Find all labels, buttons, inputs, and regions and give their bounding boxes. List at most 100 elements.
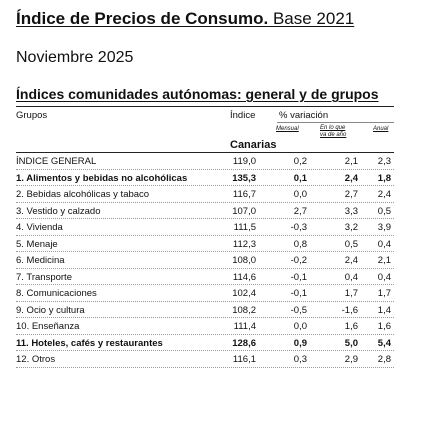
row-divider (16, 185, 394, 186)
table-row: 12. Otros 116,1 0,3 2,9 2,8 (16, 352, 394, 369)
row-monthly-change: 0,1 (293, 172, 307, 184)
row-annual-change: 2,4 (377, 189, 391, 200)
row-monthly-change: 0,0 (293, 189, 307, 200)
row-ytd-change: 2,9 (344, 354, 358, 365)
page-title-main: Índice de Precios de Consumo. (16, 9, 269, 28)
row-ytd-change: 2,4 (344, 172, 358, 184)
table-row: 4. Vivienda 111,5 -0,3 3,2 3,9 (16, 220, 394, 237)
header-rule-top (16, 106, 394, 107)
row-group-name: 8. Comunicaciones (16, 288, 97, 299)
row-index-value: 135,3 (232, 172, 256, 184)
row-index-value: 108,2 (232, 304, 256, 316)
row-group-name: 1. Alimentos y bebidas no alcohólicas (16, 172, 188, 184)
row-monthly-change: 0,2 (293, 156, 307, 167)
column-header-annual: Anual (373, 126, 389, 132)
row-annual-change: 0,4 (377, 271, 391, 283)
row-group-name: 4. Vivienda (16, 222, 63, 233)
row-group-name: 12. Otros (16, 354, 56, 365)
row-annual-change: 5,4 (377, 337, 391, 349)
row-annual-change: 3,9 (377, 222, 391, 233)
section-title: Índices comunidades autónomas: general y… (16, 86, 379, 102)
row-annual-change: 2,8 (377, 354, 391, 365)
row-divider (16, 201, 394, 203)
row-divider (16, 168, 394, 170)
row-index-value: 108,0 (232, 255, 256, 266)
row-ytd-change: 2,1 (344, 156, 358, 167)
row-group-name: 10. Enseñanza (16, 321, 80, 332)
row-ytd-change: 0,4 (344, 271, 358, 283)
table-row: 3. Vestido y calzado 107,0 2,7 3,3 0,5 (16, 204, 394, 221)
row-divider (16, 333, 394, 335)
row-group-name: 3. Vestido y calzado (16, 205, 101, 217)
row-divider (16, 366, 394, 368)
region-label: Canarias (230, 139, 277, 151)
row-annual-change: 1,7 (377, 288, 391, 299)
row-monthly-change: -0,1 (290, 271, 307, 283)
column-header-ytd-line2: va de año (320, 132, 347, 138)
column-header-ytd-line1: En lo que (320, 125, 346, 131)
row-annual-change: 1,8 (377, 172, 391, 184)
row-index-value: 114,6 (232, 271, 256, 283)
row-annual-change: 0,5 (377, 205, 391, 217)
row-ytd-change: -1,6 (341, 304, 358, 316)
row-monthly-change: -0,3 (290, 222, 307, 233)
row-ytd-change: 5,0 (344, 337, 358, 349)
column-header-monthly: Mensual (276, 126, 299, 132)
row-annual-change: 2,3 (377, 156, 391, 167)
column-header-variation: % variación (279, 110, 329, 121)
row-divider (16, 251, 394, 252)
row-divider (16, 317, 394, 318)
row-index-value: 119,0 (232, 156, 256, 167)
row-ytd-change: 0,5 (344, 238, 358, 250)
row-index-value: 112,3 (232, 238, 256, 250)
row-index-value: 111,4 (233, 321, 256, 332)
row-monthly-change: 0,3 (293, 354, 307, 365)
row-monthly-change: -0,2 (290, 255, 307, 266)
row-group-name: 6. Medicina (16, 255, 65, 266)
row-monthly-change: 0,9 (293, 337, 307, 349)
row-divider (16, 234, 394, 236)
row-group-name: 2. Bebidas alcohólicas y tabaco (16, 189, 150, 200)
column-header-index: Índice (230, 110, 256, 121)
row-monthly-change: 2,7 (293, 205, 307, 217)
row-ytd-change: 3,2 (344, 222, 358, 233)
table-row: 9. Ocio y cultura 108,2 -0,5 -1,6 1,4 (16, 303, 394, 320)
row-index-value: 116,1 (232, 354, 256, 365)
table-row: 11. Hoteles, cafés y restaurantes 128,6 0,… (16, 336, 394, 353)
table-row: 1. Alimentos y bebidas no alcohólicas 135… (16, 171, 394, 188)
row-index-value: 102,4 (232, 288, 256, 299)
row-annual-change: 0,4 (377, 238, 391, 250)
row-ytd-change: 2,4 (344, 255, 358, 266)
row-divider (16, 267, 394, 269)
table-row: 7. Transporte 114,6 -0,1 0,4 0,4 (16, 270, 394, 287)
row-monthly-change: -0,5 (290, 304, 307, 316)
row-group-name: 9. Ocio y cultura (16, 304, 85, 316)
table-row: 10. Enseñanza 111,4 0,0 1,6 1,6 (16, 319, 394, 336)
row-ytd-change: 2,7 (344, 189, 358, 200)
table-row: 8. Comunicaciones 102,4 -0,1 1,7 1,7 (16, 286, 394, 303)
row-divider (16, 350, 394, 351)
row-monthly-change: 0,0 (293, 321, 307, 332)
column-header-groups: Grupos (16, 110, 48, 121)
row-ytd-change: 1,7 (344, 288, 358, 299)
row-group-name: 7. Transporte (16, 271, 72, 283)
row-divider (16, 300, 394, 302)
row-group-name: ÍNDICE GENERAL (16, 156, 97, 167)
row-ytd-change: 3,3 (344, 205, 358, 217)
period-subtitle: Noviembre 2025 (16, 49, 134, 66)
page-title: Índice de Precios de Consumo. Base 2021 (16, 8, 354, 30)
row-ytd-change: 1,6 (344, 321, 358, 332)
row-monthly-change: -0,1 (290, 288, 307, 299)
row-index-value: 111,5 (233, 222, 256, 233)
table-row: 6. Medicina 108,0 -0,2 2,4 2,1 (16, 253, 394, 270)
table-row: 5. Menaje 112,3 0,8 0,5 0,4 (16, 237, 394, 254)
row-group-name: 11. Hoteles, cafés y restaurantes (16, 337, 163, 349)
row-index-value: 128,6 (232, 337, 256, 349)
page-title-base: Base 2021 (268, 9, 355, 28)
row-index-value: 116,7 (232, 189, 256, 200)
row-annual-change: 1,6 (377, 321, 391, 332)
row-divider (16, 284, 394, 285)
row-divider (16, 218, 394, 219)
row-group-name: 5. Menaje (16, 238, 58, 250)
table-row: 2. Bebidas alcohólicas y tabaco 116,7 0,0 2… (16, 187, 394, 204)
